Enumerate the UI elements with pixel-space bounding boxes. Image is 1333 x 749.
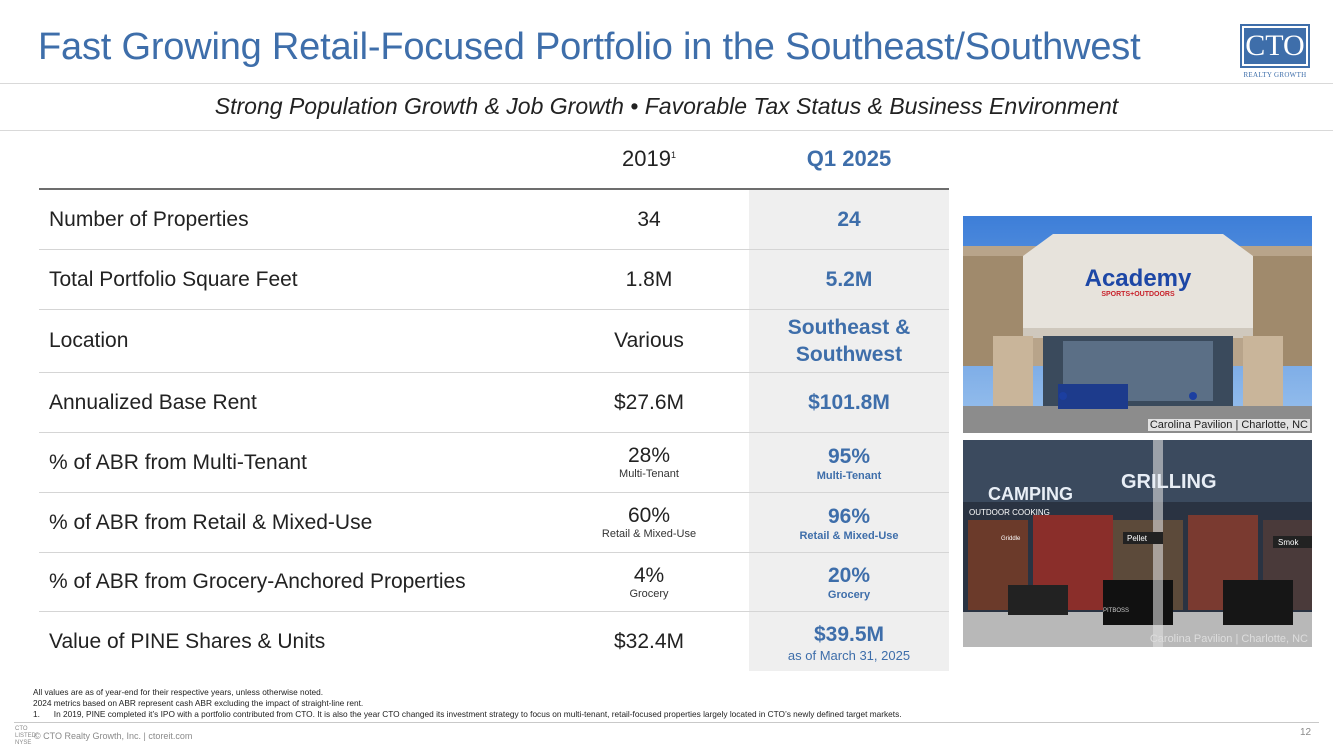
- row-label: Location: [49, 329, 129, 352]
- value-q1-2025: $39.5M as of March 31, 2025: [787, 622, 911, 663]
- logo-subtext: REALTY GROWTH: [1243, 71, 1307, 79]
- photo-camping-grilling-interior: CAMPING GRILLING OUTDOOR COOKING Pellet …: [963, 440, 1312, 647]
- subtitle: Strong Population Growth & Job Growth • …: [214, 93, 1119, 119]
- row-label: % of ABR from Multi-Tenant: [49, 450, 307, 474]
- value-q1-2025: 96% Retail & Mixed-Use: [799, 504, 899, 542]
- highlight-column: [749, 190, 949, 671]
- row-label: Number of Properties: [49, 207, 249, 231]
- value-sub-2019: Grocery: [629, 587, 669, 600]
- row-label: Value of PINE Shares & Units: [49, 629, 326, 653]
- value-q1-2025: 24: [837, 208, 861, 231]
- griddle-sign: Griddle: [1001, 536, 1021, 542]
- value-2019: $32.4M: [613, 629, 685, 653]
- note-line-numbered: 1. In 2019, PINE completed it’s IPO with…: [33, 709, 902, 719]
- value-2019: 34: [637, 207, 661, 231]
- value-q1-2025: $101.8M: [808, 391, 890, 414]
- value-sub-q1: as of March 31, 2025: [787, 647, 911, 663]
- row-label: % of ABR from Grocery-Anchored Propertie…: [49, 570, 466, 593]
- note-line: 2024 metrics based on ABR represent cash…: [33, 698, 364, 708]
- value-2019: 28% Multi-Tenant: [619, 444, 679, 480]
- row-label: Annualized Base Rent: [49, 390, 257, 414]
- table-row: Number of Properties 34 24: [39, 190, 949, 250]
- value-2019: 4% Grocery: [629, 563, 669, 600]
- copyright: © CTO Realty Growth, Inc. | ctoreit.com: [34, 731, 193, 741]
- academy-subsign: SPORTS+OUTDOORS: [1101, 291, 1175, 298]
- academy-sign: Academy: [1085, 265, 1192, 292]
- header-rule: [39, 188, 949, 190]
- table-row: Total Portfolio Square Feet 1.8M 5.2M: [39, 250, 949, 310]
- page-title: Fast Growing Retail-Focused Portfolio in…: [38, 26, 1141, 68]
- table-row: Annualized Base Rent $27.6M $101.8M: [39, 373, 949, 433]
- value-2019: 1.8M: [625, 267, 673, 291]
- value-q1-2025: 20% Grocery: [827, 564, 871, 601]
- grilling-sign: GRILLING: [1121, 471, 1217, 493]
- footnote-marker: 1: [670, 150, 676, 160]
- photo-caption: Carolina Pavilion | Charlotte, NC: [1149, 633, 1308, 645]
- subtitle-divider: [0, 130, 1333, 131]
- footnotes: All values are as of year-end for their …: [33, 687, 902, 720]
- value-q1-2025: 5.2M: [825, 268, 873, 291]
- table-row: % of ABR from Grocery-Anchored Propertie…: [39, 553, 949, 612]
- row-label: Total Portfolio Square Feet: [49, 267, 298, 291]
- value-q1-2025: Southeast & Southwest: [787, 316, 911, 366]
- value-q1-2025: 95% Multi-Tenant: [816, 444, 882, 482]
- logo-mark: CTO: [1240, 24, 1310, 68]
- pitboss-sign: PITBOSS: [1103, 608, 1129, 614]
- photo-academy-storefront: Academy SPORTS+OUTDOORS Carolina Pavilio…: [963, 216, 1312, 433]
- header-divider: [0, 83, 1333, 84]
- smoke-sign: Smok: [1278, 538, 1299, 547]
- page-number: 12: [1300, 727, 1312, 738]
- value-sub-q1: Multi-Tenant: [816, 469, 882, 482]
- value-sub-2019: Retail & Mixed-Use: [601, 528, 697, 540]
- value-2019: $27.6M: [613, 390, 685, 414]
- row-label: % of ABR from Retail & Mixed-Use: [49, 510, 373, 534]
- footer-divider: [14, 722, 1319, 723]
- value-sub-q1: Grocery: [827, 589, 871, 601]
- table-row: % of ABR from Retail & Mixed-Use 60% Reta…: [39, 493, 949, 553]
- interior-illustration: CAMPING GRILLING OUTDOOR COOKING Pellet …: [963, 440, 1312, 647]
- storefront-illustration: Academy SPORTS+OUTDOORS: [963, 216, 1312, 433]
- pellet-sign: Pellet: [1127, 534, 1148, 543]
- value-2019: 60% Retail & Mixed-Use: [601, 504, 697, 540]
- table-row: Value of PINE Shares & Units $32.4M $39.…: [39, 612, 949, 671]
- camping-sign: CAMPING: [988, 484, 1073, 504]
- value-sub-2019: Multi-Tenant: [619, 468, 679, 480]
- cto-logo: CTO REALTY GROWTH: [1240, 24, 1310, 82]
- column-header-q1-2025: Q1 2025: [806, 146, 892, 171]
- value-sub-q1: Retail & Mixed-Use: [799, 529, 899, 542]
- value-2019: Various: [614, 329, 684, 352]
- photo-caption: Carolina Pavilion | Charlotte, NC: [1147, 419, 1310, 431]
- outdoor-cooking-sign: OUTDOOR COOKING: [969, 508, 1050, 517]
- table-row: % of ABR from Multi-Tenant 28% Multi-Tena…: [39, 433, 949, 493]
- table-row: Location Various Southeast & Southwest: [39, 310, 949, 373]
- column-header-2019: 20191: [622, 146, 676, 171]
- note-line: All values are as of year-end for their …: [33, 687, 324, 697]
- nyse-mini-logo: CTO LISTED NYSE: [15, 726, 37, 746]
